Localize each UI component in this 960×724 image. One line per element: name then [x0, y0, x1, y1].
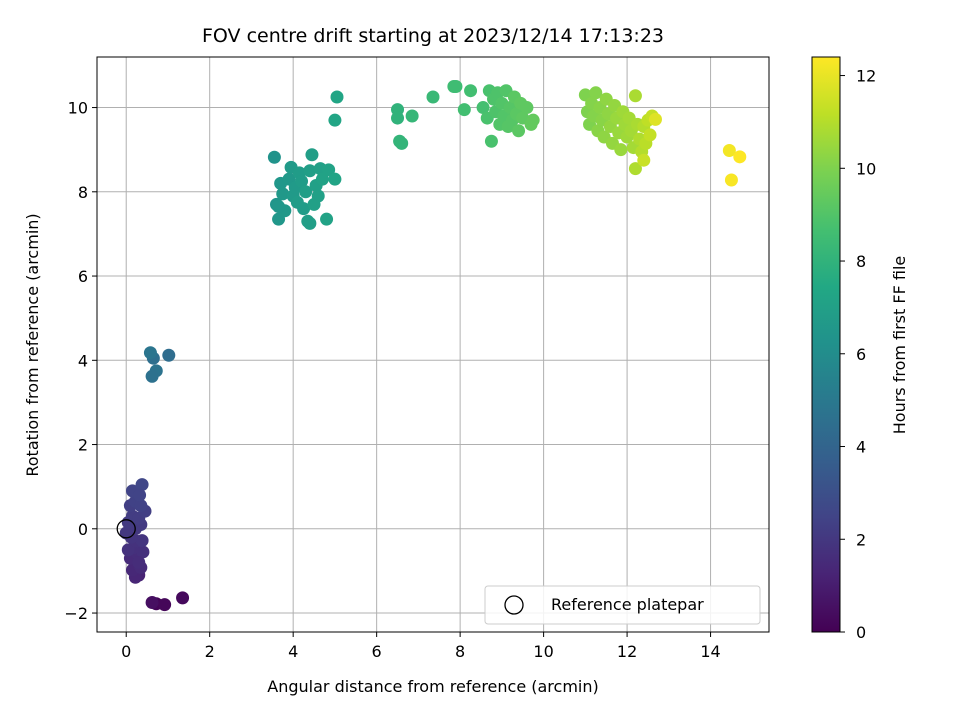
plot-frame [96, 56, 770, 633]
colorbar-tick-label: 12 [856, 67, 876, 86]
data-point [135, 478, 149, 492]
data-point [512, 124, 526, 138]
chart-title: FOV centre drift starting at 2023/12/14 … [202, 25, 664, 47]
data-point [133, 488, 147, 502]
legend: Reference platepar [484, 585, 761, 625]
colorbar-tick-label: 10 [856, 159, 876, 178]
colorbar-ticks: 0 2 4 6 8 10 12 [840, 67, 876, 642]
data-point [328, 172, 342, 186]
x-tick-label: 14 [700, 642, 720, 661]
y-tick-label: 0 [78, 520, 88, 539]
data-point [132, 555, 146, 569]
data-point [311, 189, 325, 203]
x-tick-label: 8 [455, 642, 465, 661]
data-point [628, 162, 642, 176]
data-point [589, 86, 603, 100]
x-tick-label: 10 [533, 642, 553, 661]
data-point [322, 163, 336, 177]
x-tick-label: 2 [205, 642, 215, 661]
x-axis-label: Angular distance from reference (arcmin) [267, 677, 598, 696]
data-point [457, 103, 471, 117]
data-point [315, 172, 329, 186]
y-axis-label: Rotation from reference (arcmin) [23, 213, 42, 476]
data-point [526, 113, 540, 127]
data-point [305, 148, 319, 162]
data-point [637, 153, 651, 167]
grid-lines [97, 57, 769, 632]
data-point [145, 369, 159, 383]
data-point [176, 591, 190, 605]
reference-point-marker [116, 519, 136, 539]
data-point [121, 543, 135, 557]
x-axis-ticks: 0 2 4 6 8 10 12 14 [121, 632, 721, 661]
legend-marker-icon [504, 595, 524, 615]
data-point [297, 202, 311, 216]
scatter-points [119, 79, 747, 612]
data-point [276, 187, 290, 201]
data-point [733, 150, 747, 164]
data-point [476, 101, 490, 115]
colorbar-label: Hours from first FF file [890, 256, 909, 435]
data-point [320, 212, 334, 226]
x-tick-label: 12 [617, 642, 637, 661]
data-point [328, 113, 342, 127]
data-point [405, 109, 419, 123]
colorbar-tick-label: 2 [856, 530, 866, 549]
data-point [295, 174, 309, 188]
y-tick-label: 4 [78, 351, 88, 370]
colorbar-tick-label: 6 [856, 345, 866, 364]
data-point [484, 134, 498, 148]
data-point [267, 150, 281, 164]
data-point [614, 143, 628, 157]
data-point [724, 173, 738, 187]
x-tick-label: 6 [372, 642, 382, 661]
data-point [722, 144, 736, 158]
data-point [272, 200, 286, 214]
data-point [391, 111, 405, 125]
legend-label: Reference platepar [551, 595, 704, 614]
data-point [426, 90, 440, 104]
y-tick-label: 6 [78, 267, 88, 286]
data-point [145, 596, 159, 610]
data-point [143, 346, 157, 360]
data-point [648, 112, 662, 126]
reference-marker-layer [116, 519, 136, 539]
data-point [158, 598, 172, 612]
colorbar-tick-label: 4 [856, 438, 866, 457]
data-point [464, 84, 478, 98]
data-point [628, 89, 642, 103]
data-point [330, 90, 344, 104]
y-tick-label: 8 [78, 183, 88, 202]
legend-box [484, 585, 761, 625]
data-point [643, 128, 657, 142]
colorbar-tick-label: 0 [856, 623, 866, 642]
data-point [520, 101, 534, 115]
data-point [303, 216, 317, 230]
data-point [449, 79, 463, 93]
y-tick-label: 2 [78, 436, 88, 455]
colorbar-tick-label: 8 [856, 252, 866, 271]
data-point [299, 185, 313, 199]
x-tick-label: 0 [121, 642, 131, 661]
x-tick-label: 4 [288, 642, 298, 661]
colorbar [811, 56, 841, 633]
data-point [395, 136, 409, 150]
y-tick-label: −2 [64, 604, 88, 623]
data-point [135, 534, 149, 548]
data-point [134, 499, 148, 513]
data-point [162, 348, 176, 362]
y-axis-ticks: −2 0 2 4 6 8 10 [64, 99, 97, 623]
data-point [303, 164, 317, 178]
y-tick-label: 10 [68, 99, 88, 118]
